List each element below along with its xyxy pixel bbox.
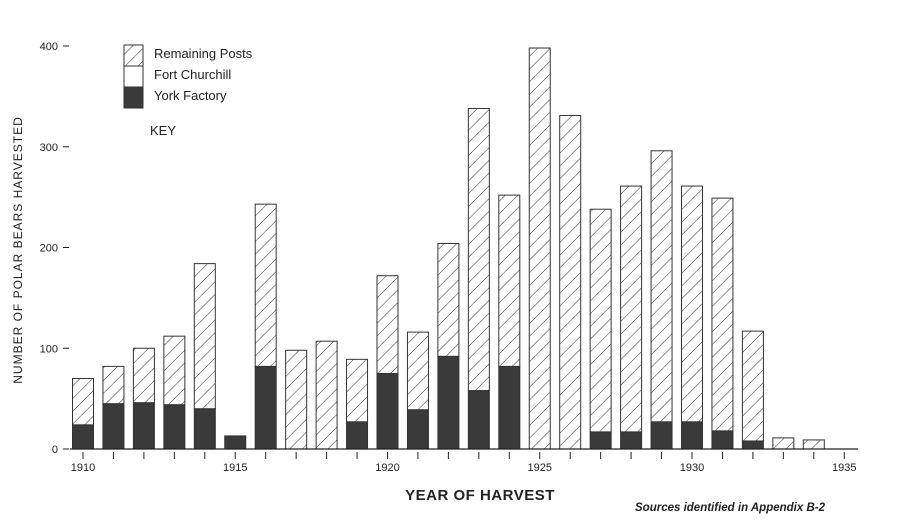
bar-segment-remaining-posts (802, 439, 825, 450)
bar-1931 (711, 197, 734, 450)
bar-segment-remaining-posts (620, 185, 643, 433)
bar-segment-york-factory (650, 421, 673, 450)
bar-segment-york-factory (102, 403, 125, 450)
bar-1921 (406, 331, 429, 450)
bars (72, 47, 825, 450)
bar-segment-remaining-posts (437, 242, 460, 357)
bar-1913 (163, 335, 186, 450)
legend-label-remaining-posts: Remaining Posts (154, 46, 253, 61)
x-axis: 1910 1915 1920 1925 1930 1935 (71, 452, 856, 474)
bar-1934 (802, 439, 825, 450)
bar-segment-remaining-posts (741, 330, 764, 442)
x-tick-label: 1935 (832, 462, 856, 474)
bar-segment-remaining-posts (406, 331, 429, 411)
bar-segment-york-factory (741, 440, 764, 450)
bar-segment-york-factory (681, 421, 703, 450)
sources-annotation: Sources identified in Appendix B-2 (635, 502, 826, 514)
legend: Remaining Posts Fort Churchill York Fact… (123, 44, 253, 138)
bar-1918 (315, 340, 338, 450)
bar-segment-remaining-posts (285, 349, 308, 450)
bar-segment-york-factory (224, 435, 247, 450)
bar-segment-remaining-posts (589, 208, 612, 433)
x-tick-label: 1930 (680, 462, 704, 474)
bar-segment-remaining-posts (711, 197, 734, 432)
x-tick-label: 1920 (375, 462, 399, 474)
bar-1928 (620, 185, 643, 450)
legend-swatch-fort-churchill (123, 65, 144, 88)
bar-1933 (772, 437, 795, 450)
bar-1916 (254, 203, 277, 450)
bar-segment-york-factory (72, 424, 94, 450)
y-tick-label: 300 (40, 142, 58, 154)
y-tick-label: 0 (52, 444, 58, 456)
bar-1910 (72, 377, 94, 450)
x-tick-label: 1925 (528, 462, 552, 474)
bar-1923 (467, 107, 490, 450)
bar-segment-remaining-posts (528, 47, 551, 450)
bar-1926 (559, 115, 582, 450)
bar-segment-york-factory (346, 421, 369, 450)
bar-1924 (498, 194, 521, 450)
bar-segment-remaining-posts (132, 347, 155, 404)
bar-1932 (741, 330, 764, 450)
bar-segment-york-factory (589, 431, 612, 450)
y-tick-label: 400 (40, 41, 58, 53)
bar-segment-remaining-posts (467, 107, 490, 392)
bar-segment-remaining-posts (193, 263, 216, 410)
legend-swatch-remaining-posts (123, 44, 144, 67)
bar-1917 (285, 349, 308, 450)
bar-segment-york-factory (132, 402, 155, 450)
bar-segment-york-factory (620, 431, 643, 450)
bar-segment-york-factory (437, 355, 460, 450)
bar-segment-remaining-posts (72, 377, 94, 426)
bar-1929 (650, 150, 673, 450)
bar-segment-remaining-posts (346, 358, 369, 423)
x-tick-label: 1915 (223, 462, 247, 474)
bar-1911 (102, 365, 125, 450)
x-tick-label: 1910 (71, 462, 95, 474)
legend-label-fort-churchill: Fort Churchill (154, 67, 231, 82)
bar-segment-remaining-posts (376, 275, 399, 374)
bar-1915 (224, 435, 247, 450)
bar-segment-york-factory (254, 365, 277, 450)
bar-1922 (437, 242, 460, 450)
bar-segment-york-factory (193, 408, 216, 450)
y-axis-label: NUMBER OF POLAR BEARS HARVESTED (11, 116, 25, 384)
bar-segment-york-factory (711, 430, 734, 450)
x-axis-label: YEAR OF HARVEST (405, 487, 555, 504)
bar-segment-york-factory (163, 404, 186, 450)
bar-segment-york-factory (498, 365, 521, 450)
bar-segment-york-factory (376, 372, 399, 450)
y-tick-label: 200 (40, 243, 58, 255)
bar-segment-remaining-posts (498, 194, 521, 367)
bar-segment-york-factory (406, 409, 429, 450)
legend-swatch-york-factory (123, 86, 144, 109)
bar-segment-remaining-posts (650, 150, 673, 423)
bar-segment-remaining-posts (559, 115, 582, 450)
bar-1925 (528, 47, 551, 450)
bar-1920 (376, 275, 399, 450)
bar-segment-remaining-posts (163, 335, 186, 406)
bar-1914 (193, 263, 216, 450)
y-axis: 0 100 200 300 400 (40, 41, 69, 456)
legend-label-york-factory: York Factory (154, 88, 227, 103)
bar-segment-remaining-posts (772, 437, 795, 450)
bar-segment-remaining-posts (254, 203, 277, 367)
y-tick-label: 100 (40, 343, 58, 355)
bar-1919 (346, 358, 369, 450)
legend-title: KEY (150, 123, 176, 138)
bar-segment-remaining-posts (315, 340, 338, 450)
bar-1930 (681, 185, 703, 450)
bar-segment-remaining-posts (102, 365, 125, 405)
bar-1912 (132, 347, 155, 450)
bar-1927 (589, 208, 612, 450)
bar-segment-york-factory (467, 390, 490, 450)
bar-segment-remaining-posts (681, 185, 703, 423)
